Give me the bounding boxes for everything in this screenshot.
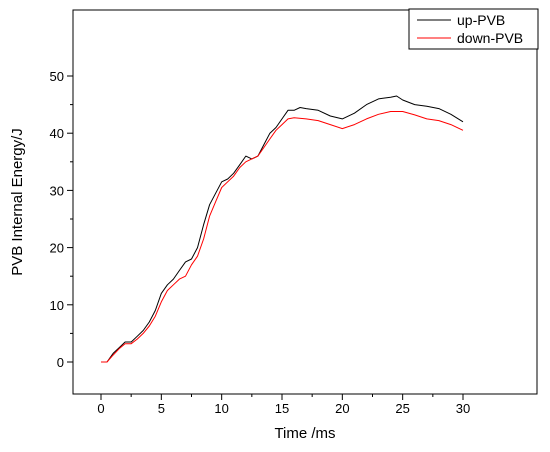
x-tick-label: 20: [335, 401, 349, 416]
y-tick-label: 40: [50, 126, 64, 141]
series-lines: [101, 95, 464, 363]
y-tick-label: 50: [50, 69, 64, 84]
x-tick-label: 10: [214, 401, 228, 416]
series-line-up-pvb: [101, 95, 464, 363]
x-tick-label: 15: [275, 401, 289, 416]
axis-ticks: 0 5 10 15 20 25 30 0 10 20 30 40 50: [50, 69, 471, 416]
legend-label: up-PVB: [457, 12, 505, 28]
x-tick-label: 30: [456, 401, 470, 416]
y-tick-label: 30: [50, 183, 64, 198]
y-tick-label: 0: [57, 355, 64, 370]
y-tick-label: 20: [50, 241, 64, 256]
y-axis-label: PVB Internal Energy/J: [9, 128, 26, 276]
legend-box: [408, 8, 539, 50]
x-axis-label: Time /ms: [274, 425, 335, 442]
legend: up-PVB down-PVB: [408, 8, 539, 50]
y-tick-label: 10: [50, 298, 64, 313]
x-tick-label: 5: [158, 401, 165, 416]
plot-frame: [72, 9, 538, 395]
x-tick-label: 0: [97, 401, 104, 416]
legend-label: down-PVB: [457, 30, 523, 46]
x-tick-label: 25: [395, 401, 409, 416]
series-line-down-pvb: [101, 111, 464, 363]
